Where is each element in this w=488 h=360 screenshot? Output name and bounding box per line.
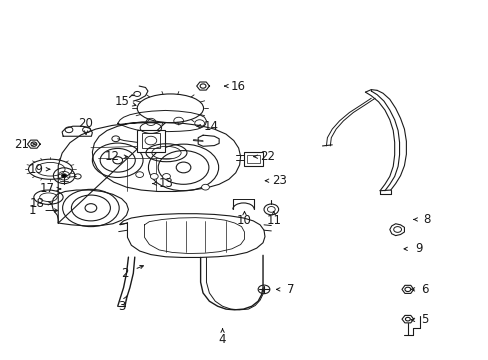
Text: 18: 18 [30, 197, 44, 210]
Circle shape [162, 174, 170, 179]
Text: 6: 6 [420, 283, 428, 296]
Text: 4: 4 [218, 333, 226, 346]
Text: 19: 19 [28, 163, 43, 176]
Circle shape [136, 172, 143, 177]
Text: 8: 8 [423, 213, 430, 226]
Text: 20: 20 [79, 117, 93, 130]
Text: 17: 17 [40, 183, 54, 195]
Text: 2: 2 [121, 267, 128, 280]
Text: 12: 12 [104, 150, 119, 163]
Text: 1: 1 [29, 204, 36, 217]
Text: 15: 15 [114, 95, 129, 108]
Text: 10: 10 [237, 214, 251, 227]
Circle shape [405, 318, 409, 321]
Circle shape [201, 184, 209, 190]
Circle shape [150, 174, 158, 179]
Circle shape [404, 287, 410, 292]
Text: 22: 22 [260, 150, 275, 163]
Text: 13: 13 [159, 177, 174, 190]
Text: 5: 5 [420, 313, 427, 327]
Circle shape [85, 204, 97, 212]
Bar [137, 130, 164, 152]
Text: 21: 21 [14, 138, 29, 150]
Text: 14: 14 [203, 120, 219, 133]
Circle shape [113, 157, 122, 164]
Text: 11: 11 [265, 214, 281, 227]
Circle shape [61, 174, 66, 177]
Circle shape [31, 142, 37, 146]
Bar [246, 154, 259, 163]
Text: 3: 3 [118, 300, 125, 313]
Text: 9: 9 [414, 242, 422, 255]
Bar [142, 134, 159, 148]
Text: 7: 7 [286, 283, 294, 296]
Text: 16: 16 [231, 80, 245, 93]
Circle shape [200, 84, 205, 88]
Circle shape [176, 162, 190, 173]
Bar [243, 152, 263, 166]
Text: 23: 23 [272, 174, 286, 187]
